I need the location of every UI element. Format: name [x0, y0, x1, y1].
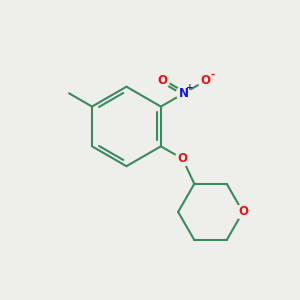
Circle shape: [198, 74, 213, 88]
Circle shape: [176, 86, 191, 101]
Text: O: O: [157, 74, 167, 87]
Text: O: O: [200, 74, 211, 87]
Circle shape: [155, 74, 170, 88]
Text: +: +: [187, 83, 194, 92]
Circle shape: [236, 205, 250, 219]
Circle shape: [175, 152, 190, 166]
Text: O: O: [178, 152, 188, 165]
Text: N: N: [179, 87, 189, 100]
Text: -: -: [211, 70, 215, 80]
Text: O: O: [238, 206, 248, 218]
